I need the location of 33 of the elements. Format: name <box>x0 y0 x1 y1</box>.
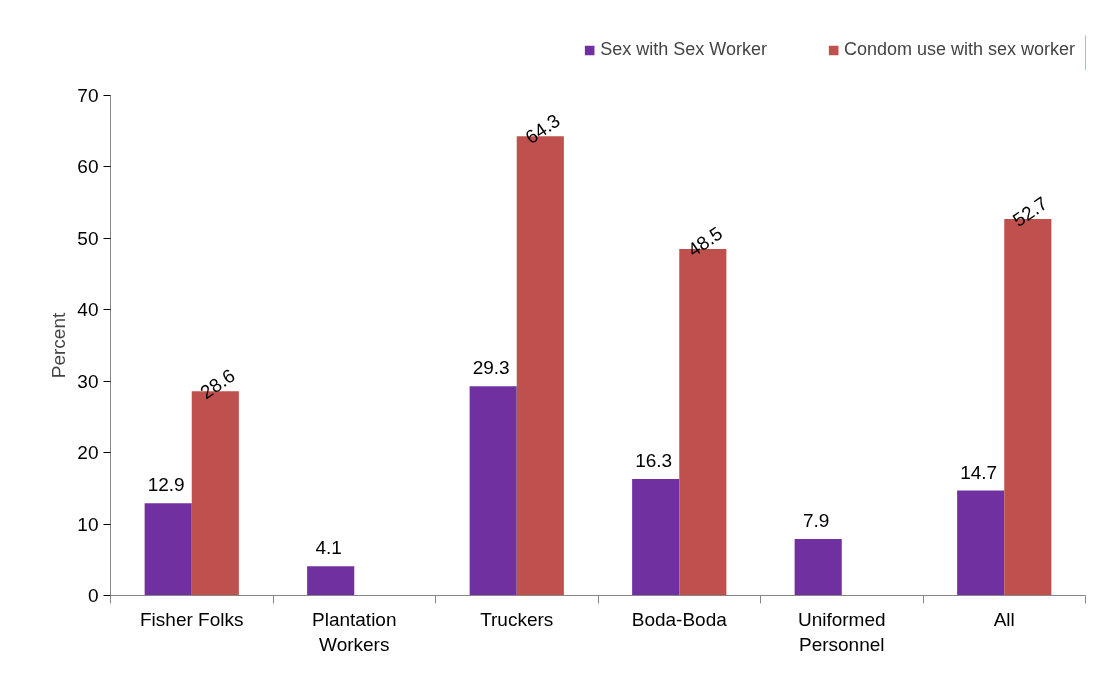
x-tick-label: Truckers <box>480 608 554 630</box>
data-label: 7.9 <box>802 510 830 532</box>
data-label: 29.3 <box>472 357 510 379</box>
legend-label: Condom use with sex worker <box>843 39 1075 60</box>
x-tick-label: Plantation Workers <box>312 608 397 655</box>
x-tick-label: Fisher Folks <box>140 608 244 630</box>
bar <box>307 566 355 596</box>
y-tick-label: 60 <box>77 156 99 178</box>
x-tick-label: Uniformed Personnel <box>797 608 886 655</box>
bar <box>957 490 1005 596</box>
data-label: 16.3 <box>635 450 673 472</box>
data-label: 28.6 <box>196 364 239 403</box>
y-axis-title: Percent <box>48 312 70 379</box>
bar <box>794 539 842 596</box>
data-label: 12.9 <box>147 474 185 496</box>
bar <box>469 386 517 596</box>
data-label: 48.5 <box>683 222 727 261</box>
y-tick-label: 0 <box>87 585 99 606</box>
data-label: 64.3 <box>521 109 564 148</box>
y-tick-label: 30 <box>77 370 99 392</box>
y-tick-label: 70 <box>77 85 99 106</box>
bar <box>144 503 192 596</box>
x-tick-label: Boda-Boda <box>631 608 728 630</box>
bar <box>632 479 680 596</box>
data-label: 4.1 <box>315 537 342 559</box>
y-tick-label: 40 <box>77 299 99 321</box>
y-tick-label: 10 <box>77 513 99 535</box>
y-tick-label: 20 <box>77 442 99 464</box>
y-tick-label: 50 <box>77 227 99 249</box>
x-tick-label: All <box>993 608 1015 630</box>
data-label: 14.7 <box>960 461 998 483</box>
data-label: 52.7 <box>1008 192 1052 231</box>
legend-label: Sex with Sex Worker <box>600 39 767 60</box>
